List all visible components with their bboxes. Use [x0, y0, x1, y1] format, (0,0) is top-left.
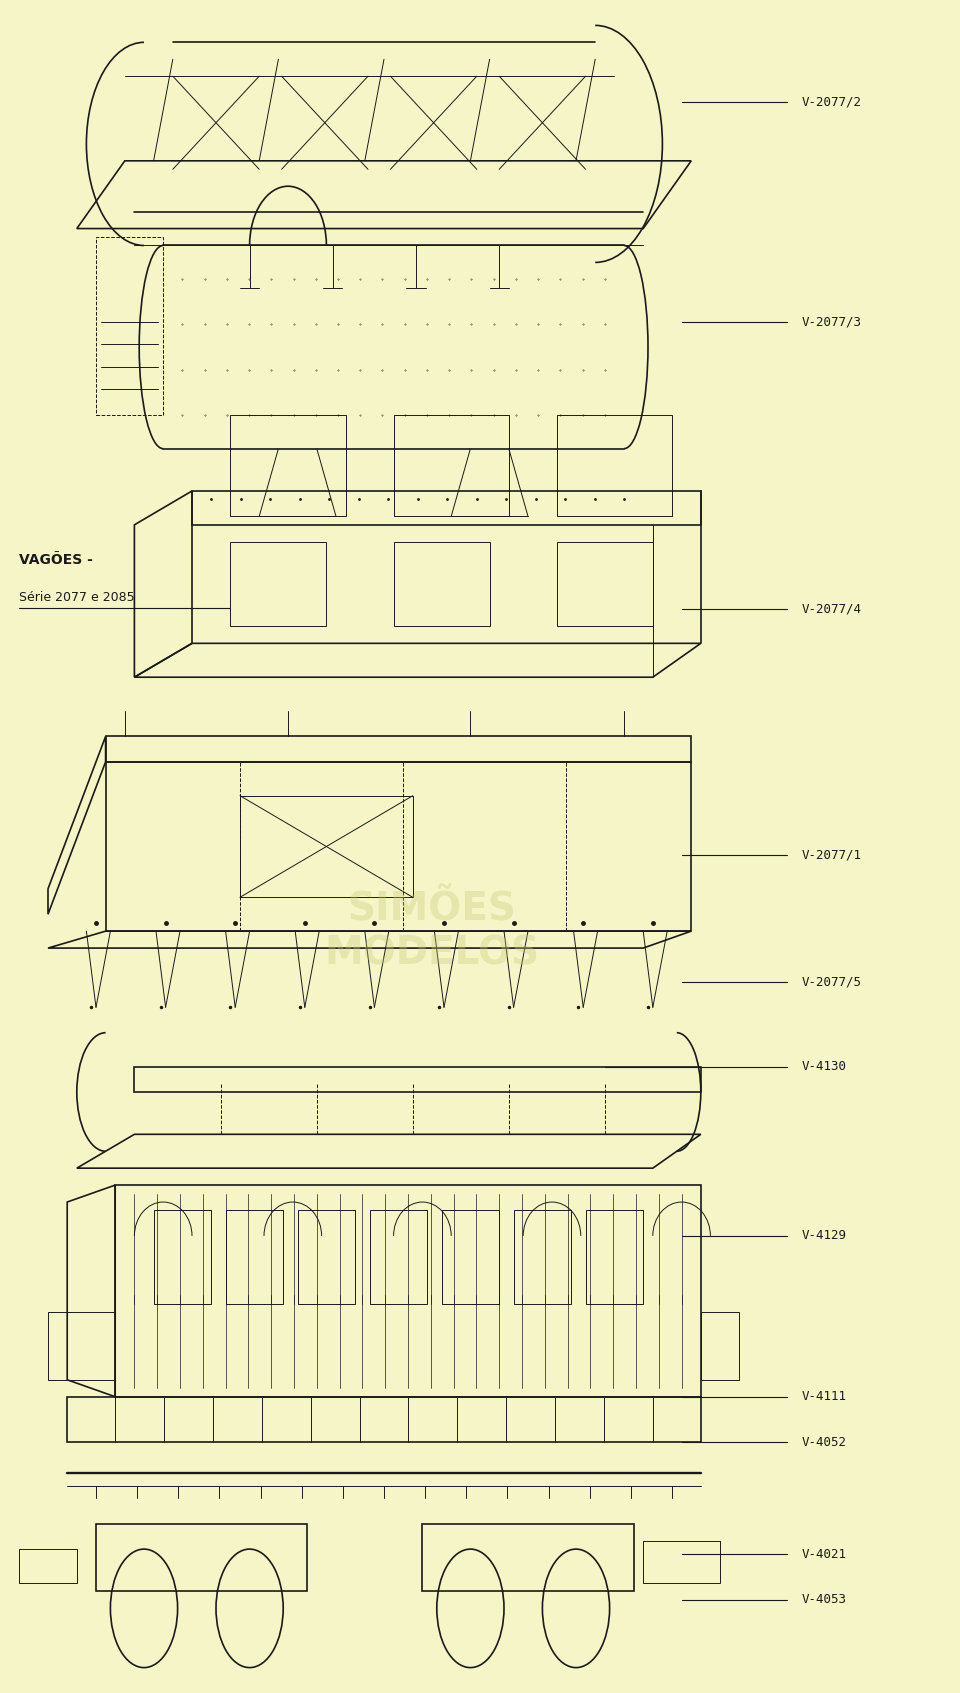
Bar: [298, 1210, 355, 1304]
Bar: [96, 1524, 307, 1591]
Bar: [442, 1210, 499, 1304]
Bar: [230, 542, 326, 626]
Bar: [394, 542, 490, 626]
Bar: [240, 796, 413, 897]
Bar: [19, 1549, 77, 1583]
Text: Série 2077 e 2085: Série 2077 e 2085: [19, 591, 134, 604]
Text: V-4053: V-4053: [802, 1593, 847, 1607]
Text: V-4111: V-4111: [802, 1390, 847, 1403]
Text: V-2077/3: V-2077/3: [802, 315, 861, 328]
Bar: [230, 415, 346, 516]
Bar: [557, 415, 672, 516]
Text: V-2077/5: V-2077/5: [802, 975, 861, 989]
Bar: [586, 1210, 643, 1304]
Text: V-2077/2: V-2077/2: [802, 95, 861, 108]
Bar: [514, 1210, 571, 1304]
Bar: [394, 415, 509, 516]
Bar: [154, 1210, 211, 1304]
Text: SIMÕES
MODELOS: SIMÕES MODELOS: [324, 891, 540, 972]
Bar: [701, 1312, 739, 1380]
Text: V-4130: V-4130: [802, 1060, 847, 1073]
Bar: [422, 1524, 634, 1591]
Bar: [48, 1312, 115, 1380]
Text: V-2077/4: V-2077/4: [802, 603, 861, 616]
Bar: [226, 1210, 283, 1304]
Text: V-4129: V-4129: [802, 1229, 847, 1243]
Bar: [557, 542, 653, 626]
Text: V-2077/1: V-2077/1: [802, 848, 861, 862]
Bar: [370, 1210, 427, 1304]
Text: V-4021: V-4021: [802, 1547, 847, 1561]
Text: V-4052: V-4052: [802, 1436, 847, 1449]
Bar: [643, 1541, 720, 1583]
Text: VAGÕES -: VAGÕES -: [19, 554, 93, 567]
